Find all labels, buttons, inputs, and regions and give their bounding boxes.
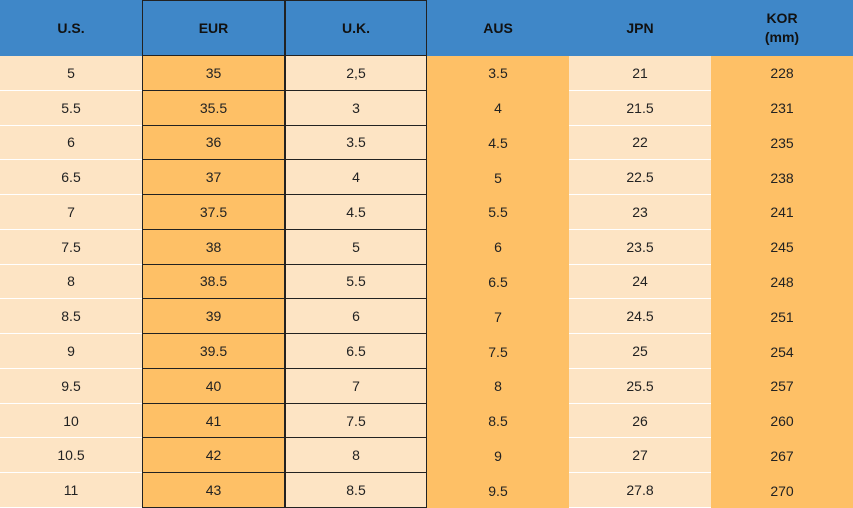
table-cell: 35 xyxy=(142,56,285,91)
table-cell: 270 xyxy=(711,473,853,508)
table-cell: 6 xyxy=(427,229,569,265)
table-cell: 27 xyxy=(569,438,711,474)
table-cell: 26 xyxy=(569,403,711,439)
table-cell: 6.5 xyxy=(285,334,427,369)
table-cell: 10 xyxy=(0,403,142,439)
table-cell: 38.5 xyxy=(142,264,285,300)
table-cell: 35.5 xyxy=(142,90,285,126)
table-cell: 254 xyxy=(711,334,853,369)
table-cell: 248 xyxy=(711,264,853,300)
header-text: (mm) xyxy=(764,29,800,45)
table-cell: 8.5 xyxy=(427,403,569,439)
table-cell: 21 xyxy=(569,56,711,91)
table-cell: 4.5 xyxy=(285,195,427,230)
table-cell: 37.5 xyxy=(142,195,285,230)
table-cell: 245 xyxy=(711,229,853,265)
table-cell: 37 xyxy=(142,160,285,196)
table-cell: 5 xyxy=(285,229,427,265)
table-cell: 9.5 xyxy=(427,473,569,508)
table-cell: 8 xyxy=(427,368,569,404)
header-text: EUR xyxy=(198,19,229,36)
table-cell: 6 xyxy=(0,125,142,161)
table-cell: 2,5 xyxy=(285,56,427,91)
header-cell: U.S. xyxy=(0,0,142,56)
table-cell: 4 xyxy=(427,90,569,126)
table-cell: 235 xyxy=(711,125,853,161)
table-cell: 231 xyxy=(711,90,853,126)
table-cell: 8.5 xyxy=(0,299,142,335)
table-cell: 7.5 xyxy=(285,403,427,439)
table-cell: 42 xyxy=(142,438,285,474)
table-cell: 40 xyxy=(142,368,285,404)
table-cell: 5.5 xyxy=(285,264,427,300)
table-cell: 7 xyxy=(427,299,569,335)
header-cell: KOR (mm) xyxy=(711,0,853,56)
table-cell: 6.5 xyxy=(427,264,569,300)
table-cell: 21.5 xyxy=(569,90,711,126)
table-cell: 39.5 xyxy=(142,334,285,369)
table-cell: 5.5 xyxy=(0,90,142,126)
table-cell: 228 xyxy=(711,56,853,91)
table-cell: 9 xyxy=(0,334,142,369)
table-cell: 23 xyxy=(569,195,711,230)
table-cell: 25 xyxy=(569,334,711,369)
table-cell: 6 xyxy=(285,299,427,335)
header-cell: AUS xyxy=(427,0,569,56)
table-cell: 43 xyxy=(142,473,285,508)
header-cell: JPN xyxy=(569,0,711,56)
table-cell: 22.5 xyxy=(569,160,711,196)
table-cell: 7 xyxy=(0,195,142,230)
table-cell: 23.5 xyxy=(569,229,711,265)
table-cell: 3.5 xyxy=(427,56,569,91)
header-cell: U.K. xyxy=(285,0,427,56)
table-cell: 22 xyxy=(569,125,711,161)
table-cell: 8 xyxy=(0,264,142,300)
table-cell: 5 xyxy=(0,56,142,91)
table-cell: 4.5 xyxy=(427,125,569,161)
table-cell: 36 xyxy=(142,125,285,161)
table-cell: 9.5 xyxy=(0,368,142,404)
table-cell: 11 xyxy=(0,473,142,508)
table-cell: 8.5 xyxy=(285,473,427,508)
table-cell: 25.5 xyxy=(569,368,711,404)
header-text: U.K. xyxy=(342,19,370,36)
table-cell: 3.5 xyxy=(285,125,427,161)
header-text: JPN xyxy=(626,19,654,36)
table-cell: 6.5 xyxy=(0,160,142,196)
table-cell: 4 xyxy=(285,160,427,196)
table-cell: 38 xyxy=(142,229,285,265)
header-text: AUS xyxy=(483,19,513,36)
table-cell: 39 xyxy=(142,299,285,335)
table-cell: 5.5 xyxy=(427,195,569,230)
table-cell: 257 xyxy=(711,368,853,404)
table-cell: 24.5 xyxy=(569,299,711,335)
table-cell: 9 xyxy=(427,438,569,474)
table-cell: 241 xyxy=(711,195,853,230)
table-cell: 7.5 xyxy=(427,334,569,369)
table-cell: 10.5 xyxy=(0,438,142,474)
table-cell: 27.8 xyxy=(569,473,711,508)
table-cell: 260 xyxy=(711,403,853,439)
header-text: U.S. xyxy=(57,19,85,36)
table-cell: 7 xyxy=(285,368,427,404)
header-cell: EUR xyxy=(142,0,285,56)
table-cell: 8 xyxy=(285,438,427,474)
header-text: KOR xyxy=(766,10,798,26)
table-cell: 24 xyxy=(569,264,711,300)
table-cell: 3 xyxy=(285,90,427,126)
table-cell: 7.5 xyxy=(0,229,142,265)
table-cell: 238 xyxy=(711,160,853,196)
table-cell: 5 xyxy=(427,160,569,196)
table-cell: 251 xyxy=(711,299,853,335)
table-cell: 267 xyxy=(711,438,853,474)
table-cell: 41 xyxy=(142,403,285,439)
